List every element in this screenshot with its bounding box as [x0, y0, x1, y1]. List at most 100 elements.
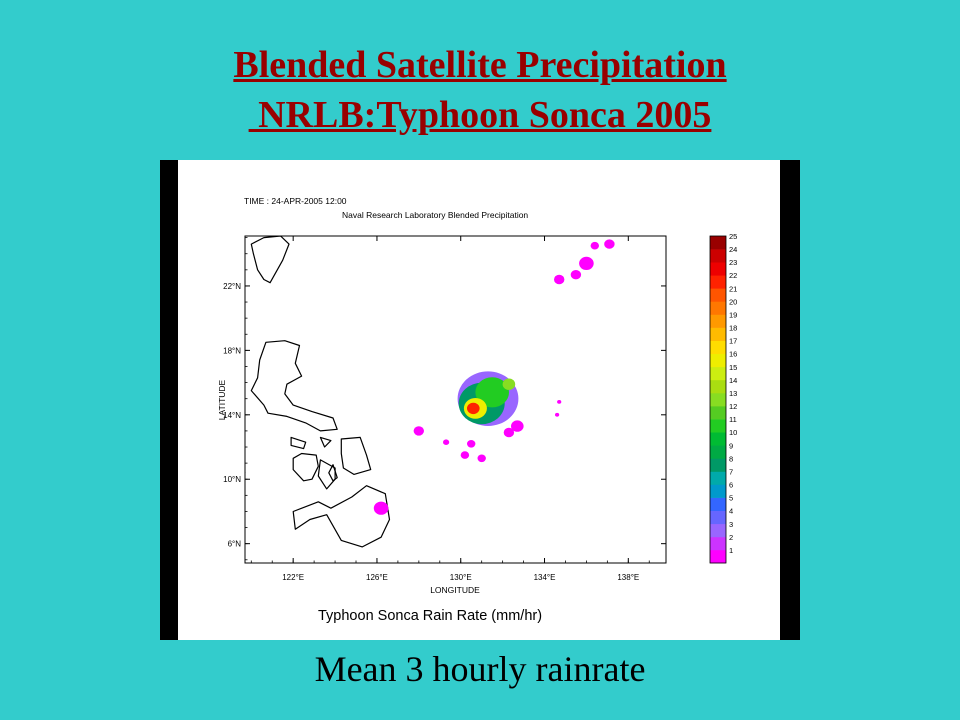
colorbar-label: 8: [729, 454, 733, 463]
rain-cell: [467, 440, 476, 448]
colorbar-swatch: [710, 379, 726, 394]
colorbar-swatch: [710, 406, 726, 420]
colorbar-label: 11: [729, 415, 737, 424]
colorbar-label: 24: [729, 245, 737, 254]
rain-cell: [555, 412, 560, 417]
colorbar-swatch: [710, 445, 726, 459]
rain-cell: [604, 239, 615, 249]
colorbar-swatch: [710, 523, 726, 538]
rain-rate-map: TIME : 24-APR-2005 12:00 Naval Research …: [217, 196, 737, 624]
time-label: TIME : 24-APR-2005 12:00: [244, 196, 347, 206]
colorbar-label: 23: [729, 258, 737, 267]
colorbar-label: 10: [729, 428, 737, 437]
colorbar-swatch: [710, 249, 726, 263]
colorbar-label: 16: [729, 350, 737, 359]
colorbar-swatch: [710, 471, 726, 485]
x-tick-label: 126°E: [366, 573, 388, 582]
colorbar-swatch: [710, 510, 726, 525]
colorbar-label: 2: [729, 533, 733, 542]
colorbar-label: 9: [729, 441, 733, 450]
y-tick-label: 22°N: [223, 282, 241, 291]
colorbar-label: 21: [729, 284, 737, 293]
rain-cell: [579, 256, 594, 270]
colorbar-swatch: [710, 340, 726, 354]
colorbar-swatch: [710, 484, 726, 498]
plot-panel: TIME : 24-APR-2005 12:00 Naval Research …: [178, 160, 780, 640]
rain-cell: [467, 402, 480, 415]
colorbar-swatch: [710, 497, 726, 511]
x-axis-label: LONGITUDE: [430, 585, 480, 595]
rain-cell: [475, 377, 510, 408]
colorbar-label: 17: [729, 337, 737, 346]
colorbar-label: 7: [729, 467, 733, 476]
colorbar-label: 19: [729, 311, 737, 320]
colorbar-swatch: [710, 327, 726, 341]
colorbar-label: 3: [729, 520, 733, 529]
y-tick-label: 10°N: [223, 475, 241, 484]
plot-area: [244, 235, 667, 564]
x-tick-label: 130°E: [450, 573, 472, 582]
coastline: [319, 436, 332, 448]
colorbar-swatch: [710, 549, 726, 564]
coastline: [328, 464, 338, 482]
colorbar-label: 25: [729, 232, 737, 241]
coastline: [292, 485, 391, 548]
colorbar-label: 15: [729, 363, 737, 372]
colorbar-swatch: [710, 432, 726, 446]
colorbar-swatch: [710, 275, 726, 289]
y-axis-label: LATITUDE: [217, 379, 227, 420]
colorbar-swatch: [710, 262, 726, 276]
colorbar-swatch: [710, 353, 726, 368]
rain-cell: [460, 451, 470, 459]
colorbar-label: 12: [729, 402, 737, 411]
colorbar-label: 20: [729, 297, 737, 306]
slide-caption: Mean 3 hourly rainrate: [314, 649, 646, 689]
coastline: [290, 436, 307, 450]
coastline: [250, 236, 290, 284]
rain-cell: [554, 274, 565, 285]
colorbar-swatch: [710, 419, 726, 433]
rain-cell: [373, 501, 389, 515]
rain-cell: [503, 427, 515, 438]
y-tick-label: 6°N: [228, 540, 242, 549]
coastline: [340, 436, 372, 475]
plot-frame: TIME : 24-APR-2005 12:00 Naval Research …: [160, 160, 800, 640]
coastline: [250, 340, 338, 432]
rain-cell: [590, 241, 599, 250]
colorbar-swatch: [710, 393, 726, 407]
rain-cell: [570, 270, 582, 280]
colorbar-label: 5: [729, 494, 733, 503]
colorbar-swatch: [710, 314, 726, 328]
colorbar-swatch: [710, 236, 726, 250]
chart-title: Typhoon Sonca Rain Rate (mm/hr): [318, 608, 542, 624]
slide-title-line2: NRLB:Typhoon Sonca 2005: [248, 94, 712, 136]
rain-cell: [443, 439, 450, 446]
colorbar-swatch: [710, 288, 726, 302]
colorbar-label: 14: [729, 376, 737, 385]
colorbar-swatch: [710, 458, 726, 472]
rain-cell: [502, 378, 516, 390]
x-tick-label: 122°E: [282, 573, 304, 582]
y-tick-label: 18°N: [223, 346, 241, 355]
colorbar-label: 1: [729, 546, 733, 555]
rain-cell: [413, 426, 424, 436]
coastline: [317, 459, 336, 490]
colorbar-label: 18: [729, 324, 737, 333]
rain-cell: [511, 420, 524, 432]
chart-subtitle: Naval Research Laboratory Blended Precip…: [342, 210, 528, 220]
colorbar-swatch: [710, 536, 726, 551]
rain-cell: [477, 454, 486, 463]
colorbar-label: 4: [729, 507, 733, 516]
x-tick-label: 134°E: [534, 573, 556, 582]
y-tick-label: 14°N: [223, 411, 241, 420]
coastline: [292, 452, 319, 482]
colorbar-label: 13: [729, 389, 737, 398]
colorbar-frame: [709, 235, 727, 564]
x-tick-label: 138°E: [617, 573, 639, 582]
slide-title: Blended Satellite Precipitation NRLB:Typ…: [0, 40, 960, 140]
colorbar-swatch: [710, 366, 726, 381]
rain-cell: [557, 400, 562, 404]
colorbar-label: 22: [729, 271, 737, 280]
slide-title-line1: Blended Satellite Precipitation: [233, 44, 727, 86]
colorbar-label: 6: [729, 481, 733, 490]
